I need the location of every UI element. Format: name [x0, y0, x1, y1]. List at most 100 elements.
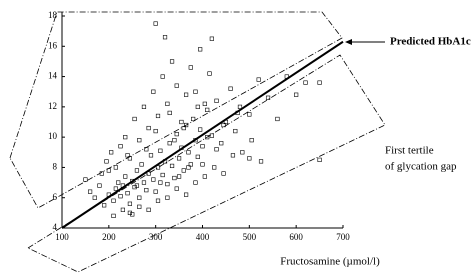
point — [127, 201, 133, 206]
point — [118, 144, 123, 149]
fit-line — [61, 40, 344, 229]
annotation: of glycation gap — [385, 161, 457, 173]
point — [165, 195, 170, 200]
point — [134, 168, 140, 173]
point — [123, 135, 128, 140]
point — [153, 21, 158, 26]
annotation: First tertile — [385, 145, 434, 157]
point — [200, 162, 205, 167]
point — [120, 207, 125, 212]
point — [195, 154, 200, 159]
y-tick-label: 8 — [53, 161, 58, 171]
point — [116, 180, 121, 185]
point — [132, 116, 137, 122]
point — [151, 177, 156, 182]
tertile-bands — [9, 11, 386, 273]
point — [193, 89, 198, 94]
point — [275, 116, 280, 122]
point — [202, 101, 207, 106]
point — [174, 132, 179, 137]
point — [186, 165, 191, 170]
point — [230, 153, 236, 158]
point — [188, 65, 193, 70]
point — [146, 207, 151, 212]
point — [176, 156, 182, 161]
point — [134, 183, 140, 188]
point — [97, 183, 102, 188]
point — [111, 198, 116, 203]
point — [141, 180, 147, 185]
point — [317, 80, 322, 85]
point — [249, 138, 254, 143]
point — [88, 189, 93, 194]
point — [83, 177, 88, 182]
point — [99, 171, 104, 176]
point — [198, 47, 203, 52]
point — [111, 213, 116, 218]
point — [303, 80, 308, 85]
point — [118, 194, 123, 199]
x-tick-label: 700 — [336, 232, 350, 242]
point — [221, 122, 226, 128]
point — [104, 159, 109, 164]
y-tick-label: 12 — [48, 101, 57, 111]
point — [153, 189, 158, 194]
upper-band — [9, 11, 343, 209]
point — [233, 128, 238, 134]
arrow-head — [345, 39, 352, 45]
point — [247, 112, 252, 117]
point — [123, 174, 128, 179]
point — [186, 150, 191, 155]
point — [106, 168, 111, 173]
point — [214, 98, 219, 103]
point — [167, 141, 172, 146]
point — [221, 171, 226, 176]
point — [240, 150, 245, 155]
lower-band — [27, 54, 386, 273]
point — [214, 147, 219, 152]
point — [102, 203, 107, 208]
point — [113, 165, 118, 170]
point — [92, 195, 97, 200]
point — [184, 92, 189, 97]
point — [191, 116, 196, 122]
y-tick-label: 18 — [48, 10, 58, 20]
point — [155, 198, 161, 203]
point — [169, 59, 175, 64]
point — [144, 188, 149, 193]
point — [165, 181, 170, 187]
point — [160, 172, 165, 178]
point — [198, 127, 203, 132]
point — [172, 138, 177, 143]
point — [247, 156, 252, 161]
point — [212, 165, 217, 170]
point — [258, 159, 264, 164]
y-tick-label: 10 — [48, 131, 58, 141]
x-tick-label: 400 — [196, 232, 210, 242]
point — [167, 110, 172, 116]
x-tick-label: 100 — [55, 232, 69, 242]
x-tick-label: 600 — [289, 232, 303, 242]
point — [125, 191, 130, 196]
y-tick-label: 14 — [48, 71, 58, 81]
point — [207, 71, 212, 76]
point — [209, 36, 214, 41]
point — [113, 186, 118, 191]
point — [195, 104, 200, 109]
point — [109, 150, 114, 155]
point — [155, 165, 161, 170]
point — [141, 104, 147, 109]
point — [181, 125, 186, 131]
point — [174, 186, 179, 191]
x-tick-label: 500 — [243, 232, 257, 242]
point — [184, 122, 189, 128]
point — [256, 77, 261, 82]
x-tick-label: 200 — [102, 232, 116, 242]
point — [169, 163, 175, 169]
point — [202, 174, 207, 179]
x-axis-label: Fructosamine (µmol/l) — [280, 256, 380, 268]
point — [125, 153, 130, 158]
point — [137, 138, 142, 143]
point — [294, 92, 299, 97]
